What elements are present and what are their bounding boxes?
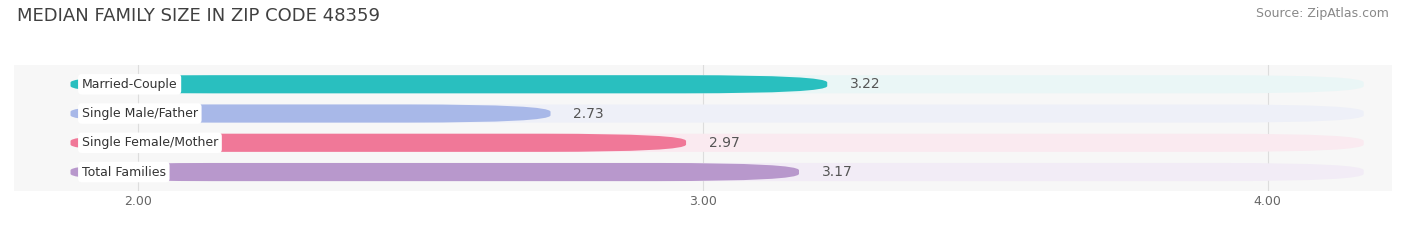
Text: Total Families: Total Families (82, 165, 166, 178)
Text: Source: ZipAtlas.com: Source: ZipAtlas.com (1256, 7, 1389, 20)
Text: Single Female/Mother: Single Female/Mother (82, 136, 218, 149)
FancyBboxPatch shape (70, 163, 1364, 181)
FancyBboxPatch shape (70, 163, 799, 181)
Text: 2.97: 2.97 (709, 136, 740, 150)
Text: 2.73: 2.73 (574, 106, 603, 120)
FancyBboxPatch shape (70, 134, 1364, 152)
FancyBboxPatch shape (70, 75, 1364, 93)
Text: MEDIAN FAMILY SIZE IN ZIP CODE 48359: MEDIAN FAMILY SIZE IN ZIP CODE 48359 (17, 7, 380, 25)
Text: Single Male/Father: Single Male/Father (82, 107, 198, 120)
FancyBboxPatch shape (70, 75, 827, 93)
FancyBboxPatch shape (70, 104, 1364, 123)
FancyBboxPatch shape (70, 104, 551, 123)
Text: Married-Couple: Married-Couple (82, 78, 177, 91)
Text: 3.22: 3.22 (849, 77, 880, 91)
FancyBboxPatch shape (70, 134, 686, 152)
Text: 3.17: 3.17 (821, 165, 852, 179)
